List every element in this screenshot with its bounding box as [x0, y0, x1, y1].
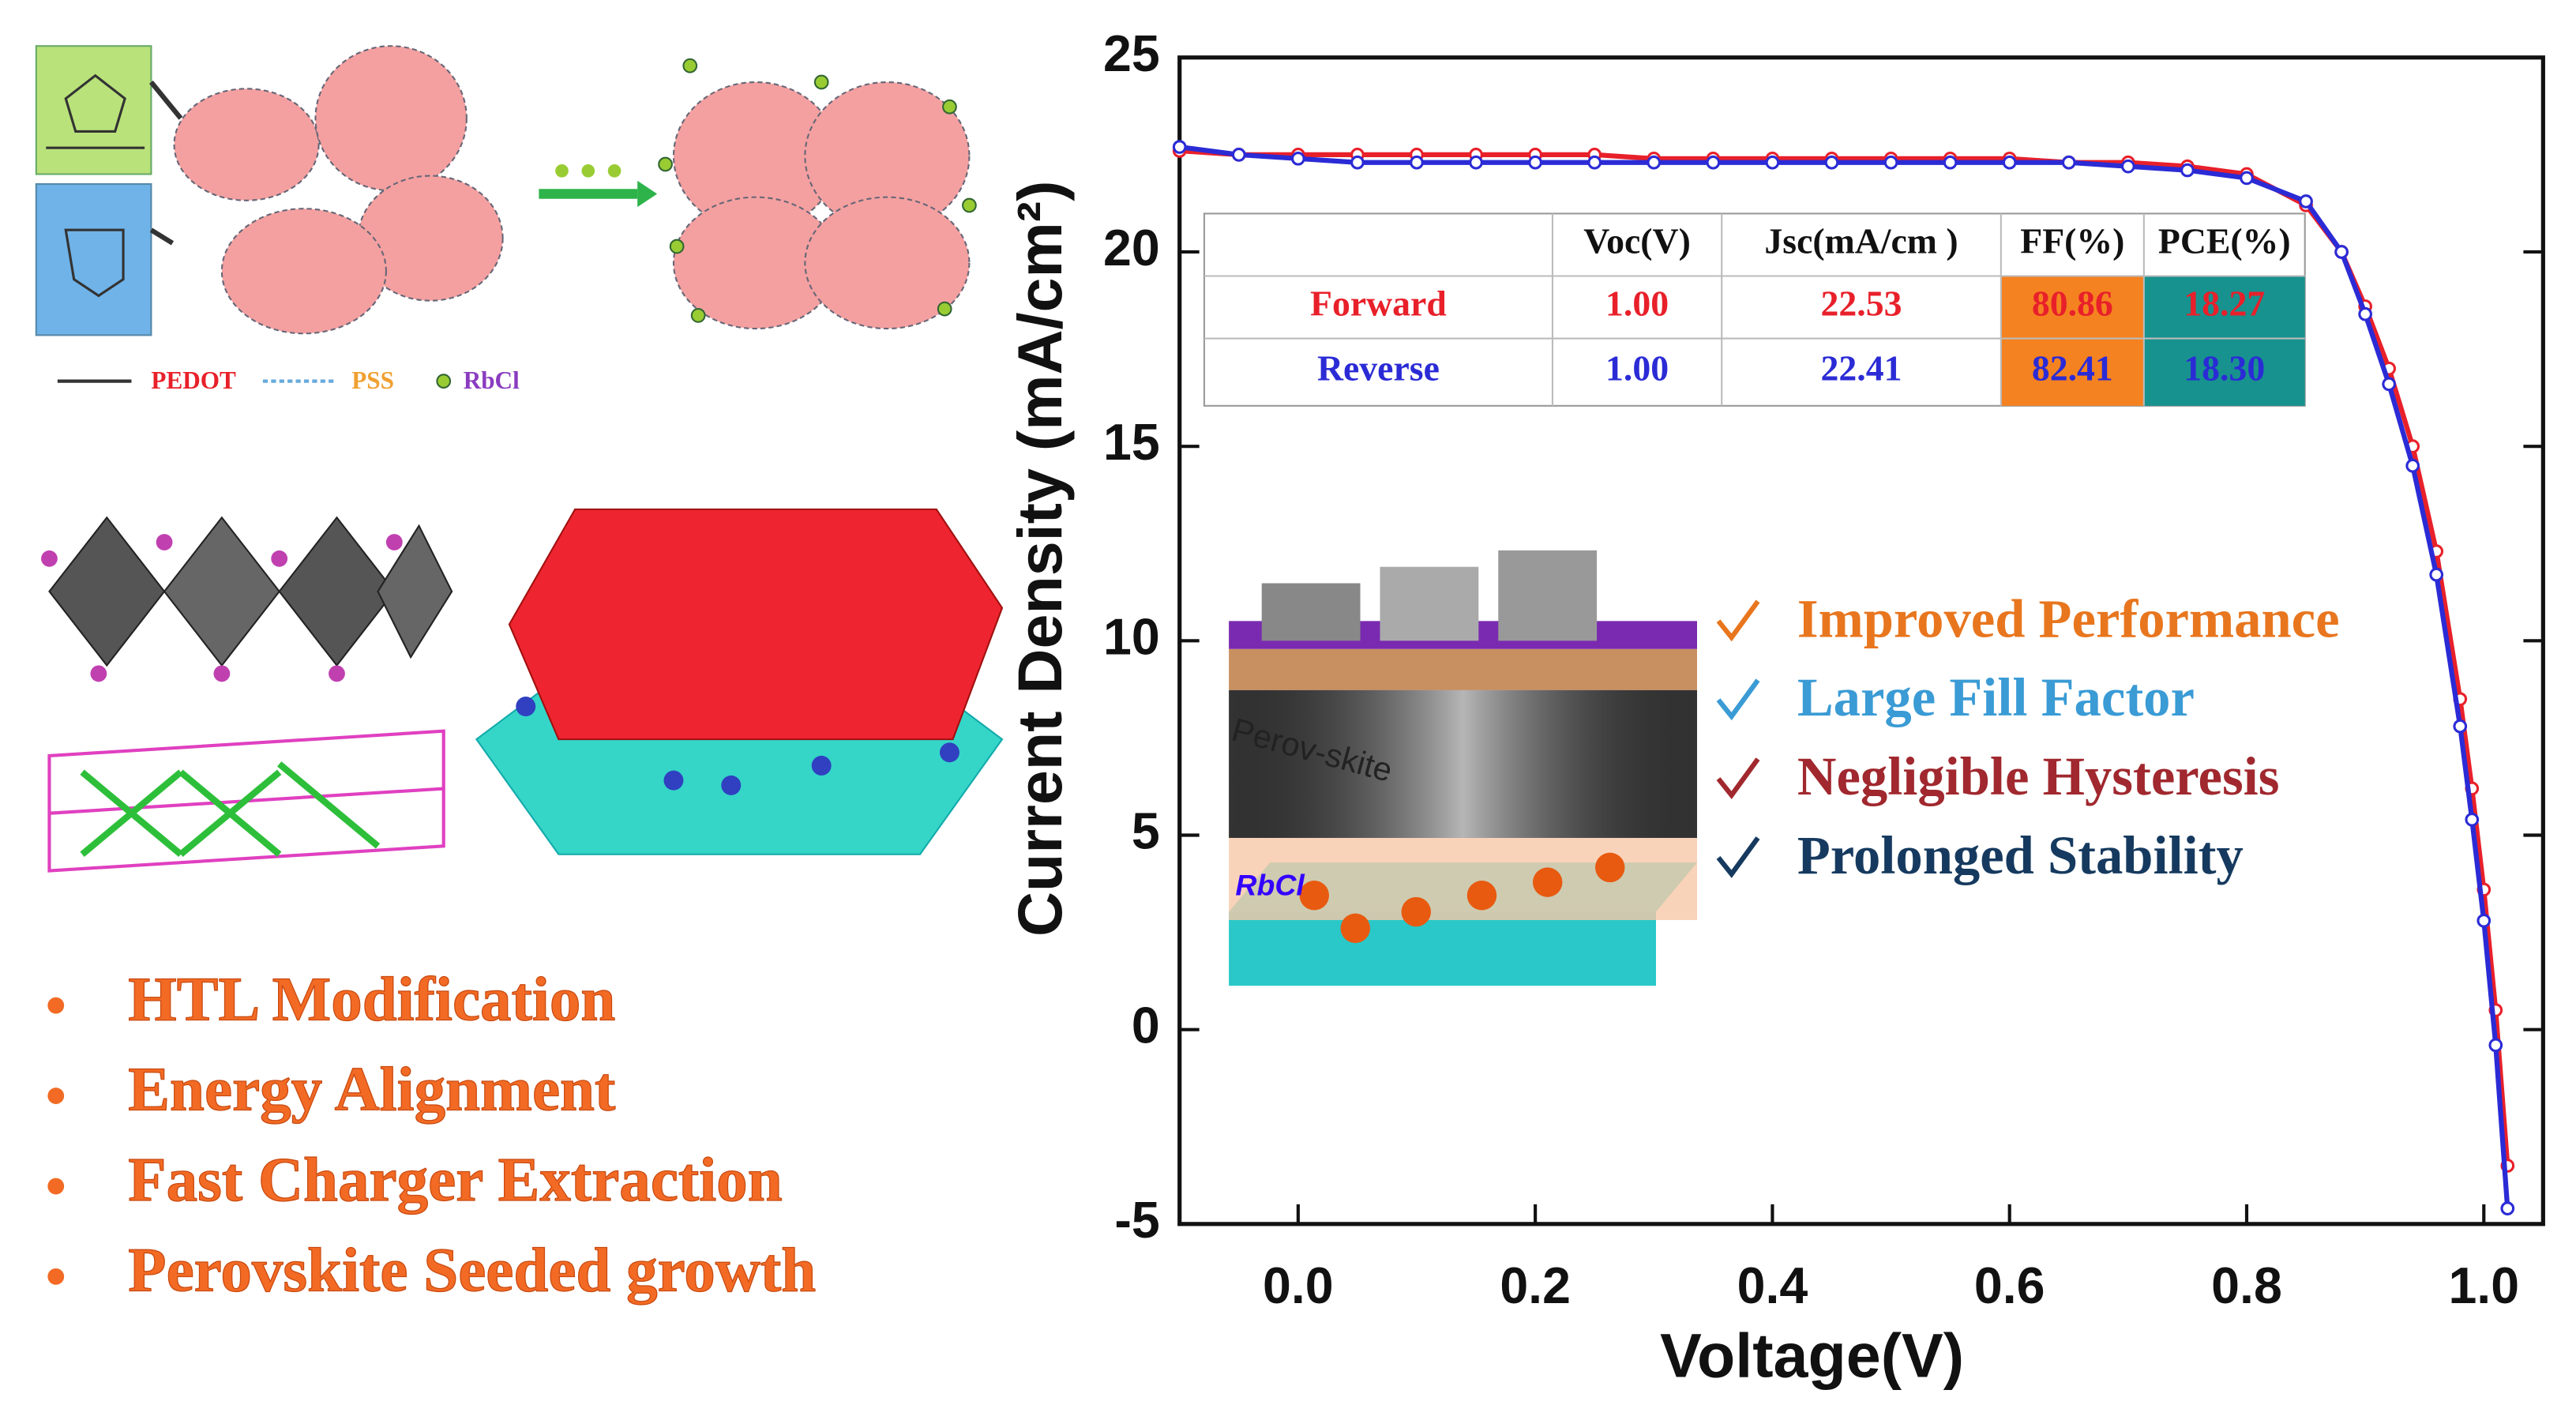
data-point	[1291, 151, 1305, 166]
data-point	[2061, 155, 2076, 170]
axes: -5 0 5 10 15 20 25 0.0 0.2 0.4 0.6 0.8 1.0 Voltage(V)…	[1004, 25, 2544, 1390]
data-point	[1883, 155, 1898, 170]
table-header: Voc(V)	[1583, 220, 1691, 261]
check-mark	[1716, 757, 1760, 800]
data-point	[1469, 155, 1483, 170]
results-table: Voc(V) Jsc(mA/cm ) FF(%) PCE(%) Forward 1.00 2…	[1203, 212, 2306, 407]
data-point	[1706, 155, 1721, 170]
x-tick-label: 0.4	[1737, 1257, 1808, 1314]
check-text: Improved Performance	[1797, 588, 2340, 648]
crystal-structure	[41, 516, 453, 873]
bullet-text: HTL Modification	[128, 965, 615, 1034]
data-point	[2500, 1201, 2515, 1215]
legend-label: RbCl	[464, 366, 520, 394]
data-point	[1647, 155, 1662, 170]
table-cell-bg	[2000, 276, 2144, 339]
data-point	[2453, 719, 2468, 734]
bullet-text: Perovskite Seeded growth	[128, 1237, 816, 1305]
table-header: Jsc(mA/cm )	[1764, 220, 1958, 261]
data-point	[1824, 155, 1839, 170]
table-cell: 22.41	[1821, 348, 1902, 389]
y-tick-label: -5	[1114, 1192, 1159, 1249]
data-point	[2299, 194, 2313, 208]
data-point	[2358, 306, 2372, 321]
data-point	[2465, 812, 2480, 827]
data-point	[2429, 567, 2444, 582]
y-tick-label: 25	[1103, 25, 1160, 82]
table-header: FF(%)	[2020, 220, 2124, 261]
data-point	[2121, 159, 2135, 174]
pedot-pss-schematic: PEDOT PSS RbCl	[35, 45, 977, 394]
y-tick-label: 10	[1103, 608, 1160, 665]
data-point	[2334, 245, 2349, 259]
pss-box	[35, 182, 152, 336]
table-cell: 18.27	[2184, 284, 2265, 324]
table-header: PCE(%)	[2158, 220, 2291, 261]
bullet-dot	[47, 1088, 65, 1104]
data-point	[1172, 140, 1187, 154]
data-point	[1528, 155, 1542, 170]
check-mark	[1716, 836, 1760, 878]
data-point	[1231, 148, 1246, 162]
table-cell: 1.00	[1605, 348, 1669, 389]
x-tick-label: 0.2	[1500, 1257, 1571, 1314]
y-tick-label: 20	[1103, 220, 1160, 276]
x-tick-label: 0.0	[1263, 1257, 1334, 1314]
device-schematic: Perov-skite RbCl	[1228, 550, 1697, 986]
table-cell-bg	[2143, 338, 2305, 406]
y-axis-title: Current Density (mA/cm²)	[1004, 181, 1075, 937]
checklist: Improved Performance Large Fill Factor Neg…	[1716, 588, 2340, 885]
bullet-text: Energy Alignment	[128, 1056, 615, 1125]
bullet-dot	[47, 1268, 65, 1285]
data-point	[2488, 1038, 2503, 1053]
check-mark	[1716, 599, 1760, 642]
bullet-dot	[47, 997, 65, 1014]
perovskite-film	[475, 508, 1004, 855]
data-point	[1765, 155, 1780, 170]
table-cell-bg	[2143, 276, 2305, 339]
check-text: Negligible Hysteresis	[1797, 746, 2280, 806]
data-point	[1587, 155, 1602, 170]
data-point	[1410, 155, 1424, 170]
table-cell: 82.41	[2032, 348, 2113, 389]
table-cell-bg	[2000, 338, 2144, 406]
data-point	[2476, 913, 2492, 928]
table-cell: Reverse	[1317, 348, 1440, 389]
table-cell: Forward	[1310, 284, 1447, 324]
bullet-text: Fast Charger Extraction	[128, 1146, 782, 1215]
y-tick-label: 0	[1132, 997, 1160, 1054]
data-point	[2240, 171, 2254, 186]
y-tick-label: 15	[1103, 414, 1160, 471]
series-line	[1179, 144, 2510, 1209]
legend-label: PEDOT	[151, 366, 236, 394]
data-point	[2382, 377, 2397, 392]
data-point	[2002, 155, 2017, 170]
table-cell: 22.53	[1821, 284, 1902, 324]
x-axis-title: Voltage(V)	[1660, 1320, 1964, 1390]
x-tick-label: 0.6	[1974, 1257, 2045, 1314]
table-cell: 1.00	[1605, 284, 1669, 324]
edot-box	[35, 45, 152, 175]
device-label: RbCl	[1235, 868, 1305, 901]
data-point	[2180, 163, 2195, 178]
data-point	[1350, 155, 1365, 170]
check-mark	[1716, 678, 1760, 721]
check-text: Large Fill Factor	[1797, 667, 2195, 727]
legend-label: PSS	[351, 366, 394, 394]
table-cell: 80.86	[2032, 284, 2113, 324]
plot-lines	[1172, 140, 2515, 1215]
check-text: Prolonged Stability	[1797, 825, 2244, 885]
data-point	[2405, 458, 2420, 473]
bullet-list: HTL Modification Energy Alignment Fast Cha…	[47, 965, 817, 1305]
y-tick-label: 5	[1132, 803, 1160, 860]
table-cell: 18.30	[2184, 348, 2265, 389]
data-point	[1943, 155, 1958, 170]
bullet-dot	[47, 1178, 65, 1195]
x-tick-label: 1.0	[2448, 1257, 2519, 1314]
x-tick-label: 0.8	[2211, 1257, 2282, 1314]
